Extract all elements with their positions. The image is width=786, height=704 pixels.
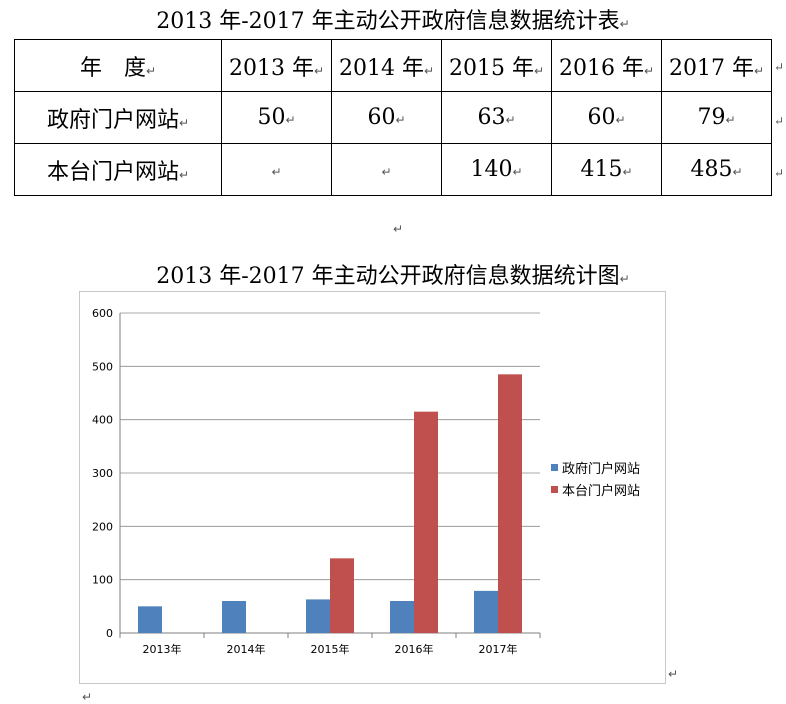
y-tick-label: 0 bbox=[106, 627, 113, 640]
header-cell: 2017 年↵ bbox=[661, 39, 772, 92]
value-cell: ↵ bbox=[221, 143, 332, 196]
bar-station-portal bbox=[498, 374, 522, 633]
x-tick-label: 2013年 bbox=[143, 642, 182, 656]
y-tick-label: 400 bbox=[92, 414, 113, 427]
x-tick-label: 2017年 bbox=[479, 642, 518, 656]
value-cell: 485↵ bbox=[661, 143, 772, 196]
row-label-cell: 政府门户网站↵ bbox=[14, 91, 222, 144]
value-cell: 63↵ bbox=[441, 91, 552, 144]
bar-gov-portal bbox=[222, 601, 246, 633]
bar-chart: 0 100 200 300 400 500 600 2013年 2014年 2015年 2016年 2… bbox=[92, 307, 640, 656]
value-cell: 60↵ bbox=[551, 91, 662, 144]
value-cell: 50↵ bbox=[221, 91, 332, 144]
row-end-mark: ↵ bbox=[774, 114, 785, 128]
paragraph-mark: ↵ bbox=[668, 667, 679, 681]
header-cell: 2014 年↵ bbox=[331, 39, 442, 92]
header-cell: 2015 年↵ bbox=[441, 39, 552, 92]
header-cell: 2013 年↵ bbox=[221, 39, 332, 92]
x-tick-label: 2015年 bbox=[311, 642, 350, 656]
header-cell: 2016 年↵ bbox=[551, 39, 662, 92]
value-cell: 60↵ bbox=[331, 91, 442, 144]
bar-gov-portal bbox=[306, 599, 330, 633]
x-tick-label: 2016年 bbox=[395, 642, 434, 656]
row-end-mark: ↵ bbox=[774, 60, 785, 74]
data-table: 年 度↵ 2013 年↵ 2014 年↵ 2015 年↵ 2016 年↵ 201… bbox=[14, 39, 772, 196]
bar-gov-portal bbox=[390, 601, 414, 633]
y-tick-label: 200 bbox=[92, 520, 113, 533]
bar-station-portal bbox=[330, 558, 354, 633]
bar-gov-portal bbox=[474, 590, 498, 633]
bar-station-portal bbox=[414, 411, 438, 633]
legend-swatch bbox=[551, 486, 558, 493]
value-cell: 415↵ bbox=[551, 143, 662, 196]
bar-gov-portal bbox=[138, 606, 162, 633]
table-header-row: 年 度↵ 2013 年↵ 2014 年↵ 2015 年↵ 2016 年↵ 201… bbox=[14, 39, 772, 92]
table-row: 政府门户网站↵ 50↵ 60↵ 63↵ 60↵ 79↵ bbox=[14, 91, 772, 144]
chart-title: 2013 年-2017 年主动公开政府信息数据统计图↵ bbox=[156, 264, 630, 289]
header-cell: 年 度↵ bbox=[14, 39, 222, 92]
paragraph-mark: ↵ bbox=[82, 690, 93, 704]
value-cell: ↵ bbox=[331, 143, 442, 196]
y-tick-label: 600 bbox=[92, 307, 113, 320]
table-title: 2013 年-2017 年主动公开政府信息数据统计表↵ bbox=[156, 9, 630, 34]
paragraph-mark: ↵ bbox=[393, 222, 404, 236]
y-tick-label: 500 bbox=[92, 360, 113, 373]
legend-label: 本台门户网站 bbox=[562, 483, 640, 499]
legend-label: 政府门户网站 bbox=[562, 461, 640, 477]
row-label-cell: 本台门户网站↵ bbox=[14, 143, 222, 196]
value-cell: 140↵ bbox=[441, 143, 552, 196]
y-tick-label: 300 bbox=[92, 467, 113, 480]
y-tick-label: 100 bbox=[92, 574, 113, 587]
chart-area: 0 100 200 300 400 500 600 2013年 2014年 2015年 2016年 2… bbox=[79, 291, 666, 684]
legend-swatch bbox=[551, 464, 558, 471]
row-end-mark: ↵ bbox=[774, 166, 785, 180]
value-cell: 79↵ bbox=[661, 91, 772, 144]
table-row: 本台门户网站↵ ↵ ↵ 140↵ 415↵ 485↵ bbox=[14, 143, 772, 196]
x-tick-label: 2014年 bbox=[227, 642, 266, 656]
